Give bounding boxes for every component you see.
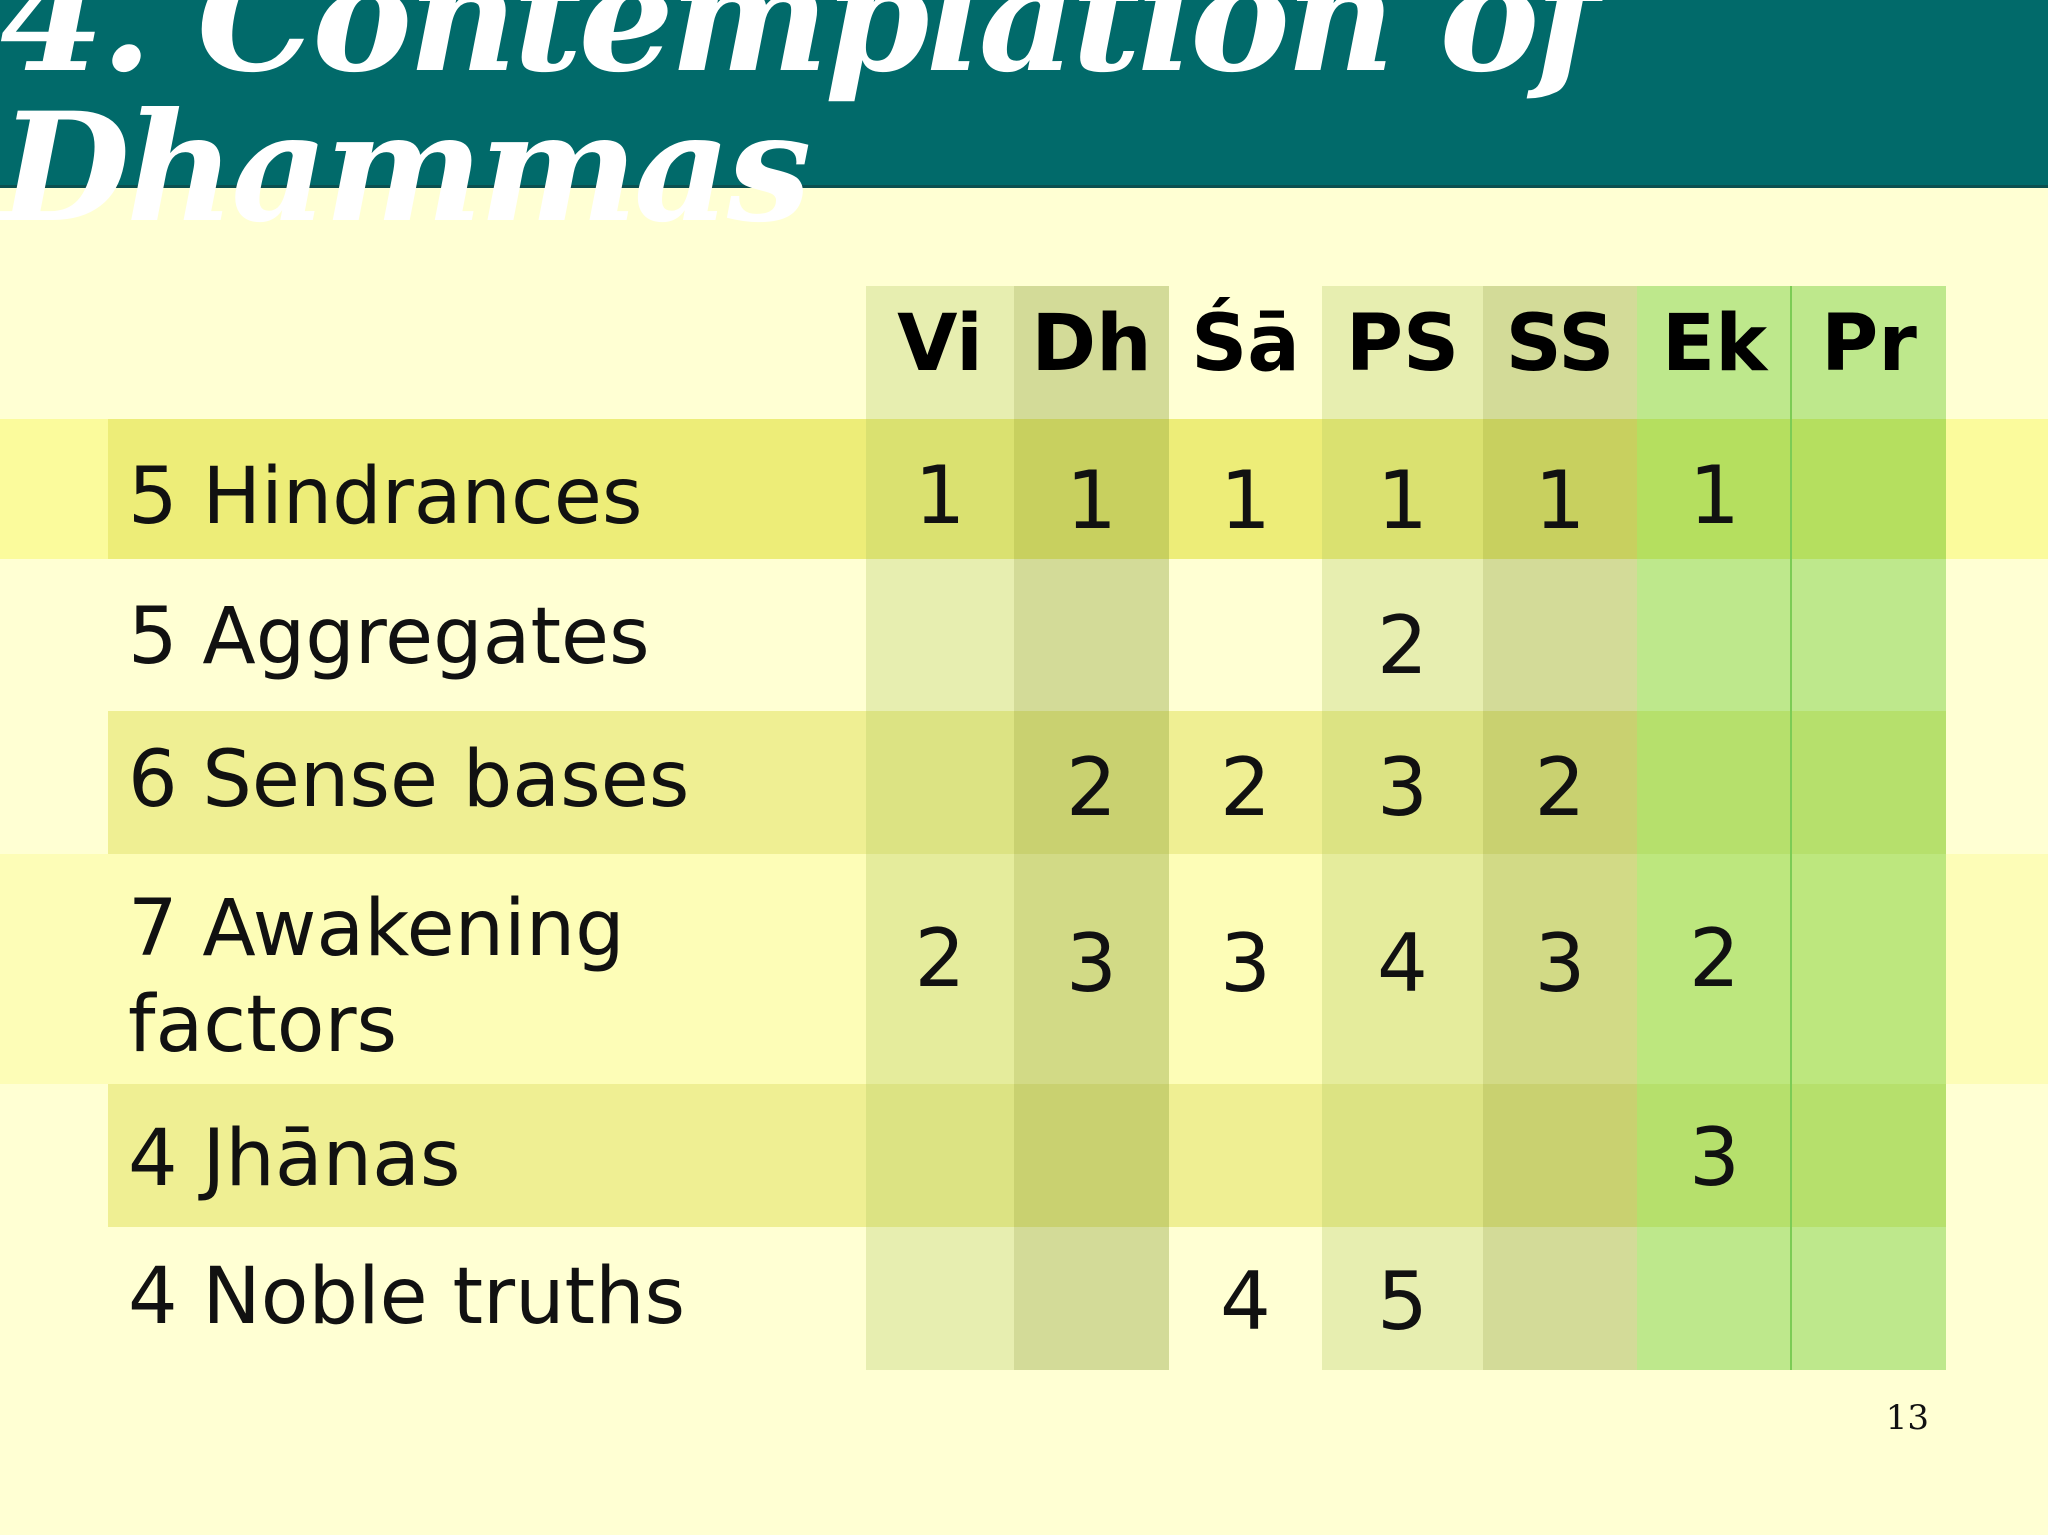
table-cell	[866, 1246, 1014, 1356]
column-divider-ek-pr	[1790, 286, 1792, 1370]
table-cell: 2	[914, 911, 966, 1005]
table-cell: 1	[1534, 453, 1586, 547]
row-label-awakening-line1: 7 Awakening	[128, 884, 625, 974]
column-band-vi	[866, 286, 1014, 1370]
column-header-ek: Ek	[1661, 299, 1768, 389]
column-header-ps: PS	[1345, 299, 1460, 389]
table-cell: 2	[1377, 598, 1428, 692]
row-label-aggregates: 5 Aggregates	[128, 592, 650, 682]
table-cell	[1169, 590, 1322, 700]
column-header-dh: Dh	[1031, 299, 1152, 389]
table-cell: 3	[1220, 916, 1271, 1010]
page-number: 13	[1885, 1398, 1929, 1438]
table-cell	[866, 1102, 1014, 1212]
column-band-dh	[1014, 286, 1169, 1370]
table-cell: 5	[1377, 1254, 1428, 1348]
column-header-pr: Pr	[1821, 299, 1917, 389]
table-cell	[1014, 590, 1169, 700]
table-cell: 4	[1377, 916, 1428, 1010]
table-cell	[1792, 1246, 1946, 1356]
row-label-jhanas: 4 Jhānas	[128, 1114, 461, 1204]
table-cell: 3	[1066, 916, 1117, 1010]
table-cell	[1014, 1102, 1169, 1212]
table-cell	[866, 732, 1014, 842]
row-label-awakening-line2: factors	[128, 980, 398, 1070]
column-header-ss: SS	[1505, 299, 1615, 389]
table-cell: 1	[1377, 453, 1428, 547]
table-cell: 3	[1377, 740, 1428, 834]
table-cell	[1792, 440, 1946, 550]
table-cell: 3	[1534, 916, 1586, 1010]
table-cell	[1014, 1246, 1169, 1356]
table-cell	[1322, 1102, 1483, 1212]
table-cell	[1792, 1102, 1946, 1212]
table-cell	[1637, 1246, 1792, 1356]
table-cell: 1	[1689, 448, 1740, 542]
column-band-ps	[1322, 286, 1483, 1370]
table-cell: 1	[1220, 453, 1271, 547]
table-cell	[1483, 1102, 1637, 1212]
row-label-hindrances: 5 Hindrances	[128, 452, 643, 542]
table-cell	[1792, 590, 1946, 700]
table-cell	[1637, 590, 1792, 700]
slide-title: 4. Contemplation of Dhammas	[0, 0, 1600, 256]
column-header-vi: Vi	[897, 299, 983, 389]
table-cell: 4	[1220, 1254, 1271, 1348]
table-cell	[1169, 1102, 1322, 1212]
column-band-ek	[1637, 286, 1792, 1370]
column-header-sa: Śā	[1191, 299, 1300, 389]
table-cell: 2	[1220, 740, 1271, 834]
row-label-noble-truths: 4 Noble truths	[128, 1252, 686, 1342]
table-cell	[1483, 1246, 1637, 1356]
table-cell	[1792, 903, 1946, 1013]
table-cell: 3	[1689, 1110, 1740, 1204]
table-cell	[866, 590, 1014, 700]
table-cell: 1	[914, 448, 966, 542]
table-cell: 2	[1534, 740, 1586, 834]
table-cell: 2	[1066, 740, 1117, 834]
table-cell: 2	[1689, 911, 1740, 1005]
title-bar	[0, 0, 2048, 188]
table-cell	[1792, 732, 1946, 842]
table-cell: 1	[1066, 453, 1117, 547]
row-label-sense-bases: 6 Sense bases	[128, 735, 690, 825]
table-cell	[1637, 732, 1792, 842]
column-band-pr	[1792, 286, 1946, 1370]
table-cell	[1483, 590, 1637, 700]
column-band-ss	[1483, 286, 1637, 1370]
